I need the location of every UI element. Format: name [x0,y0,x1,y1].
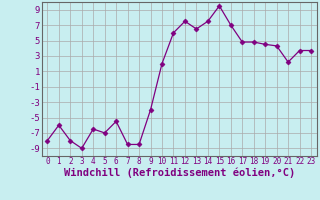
X-axis label: Windchill (Refroidissement éolien,°C): Windchill (Refroidissement éolien,°C) [64,168,295,178]
